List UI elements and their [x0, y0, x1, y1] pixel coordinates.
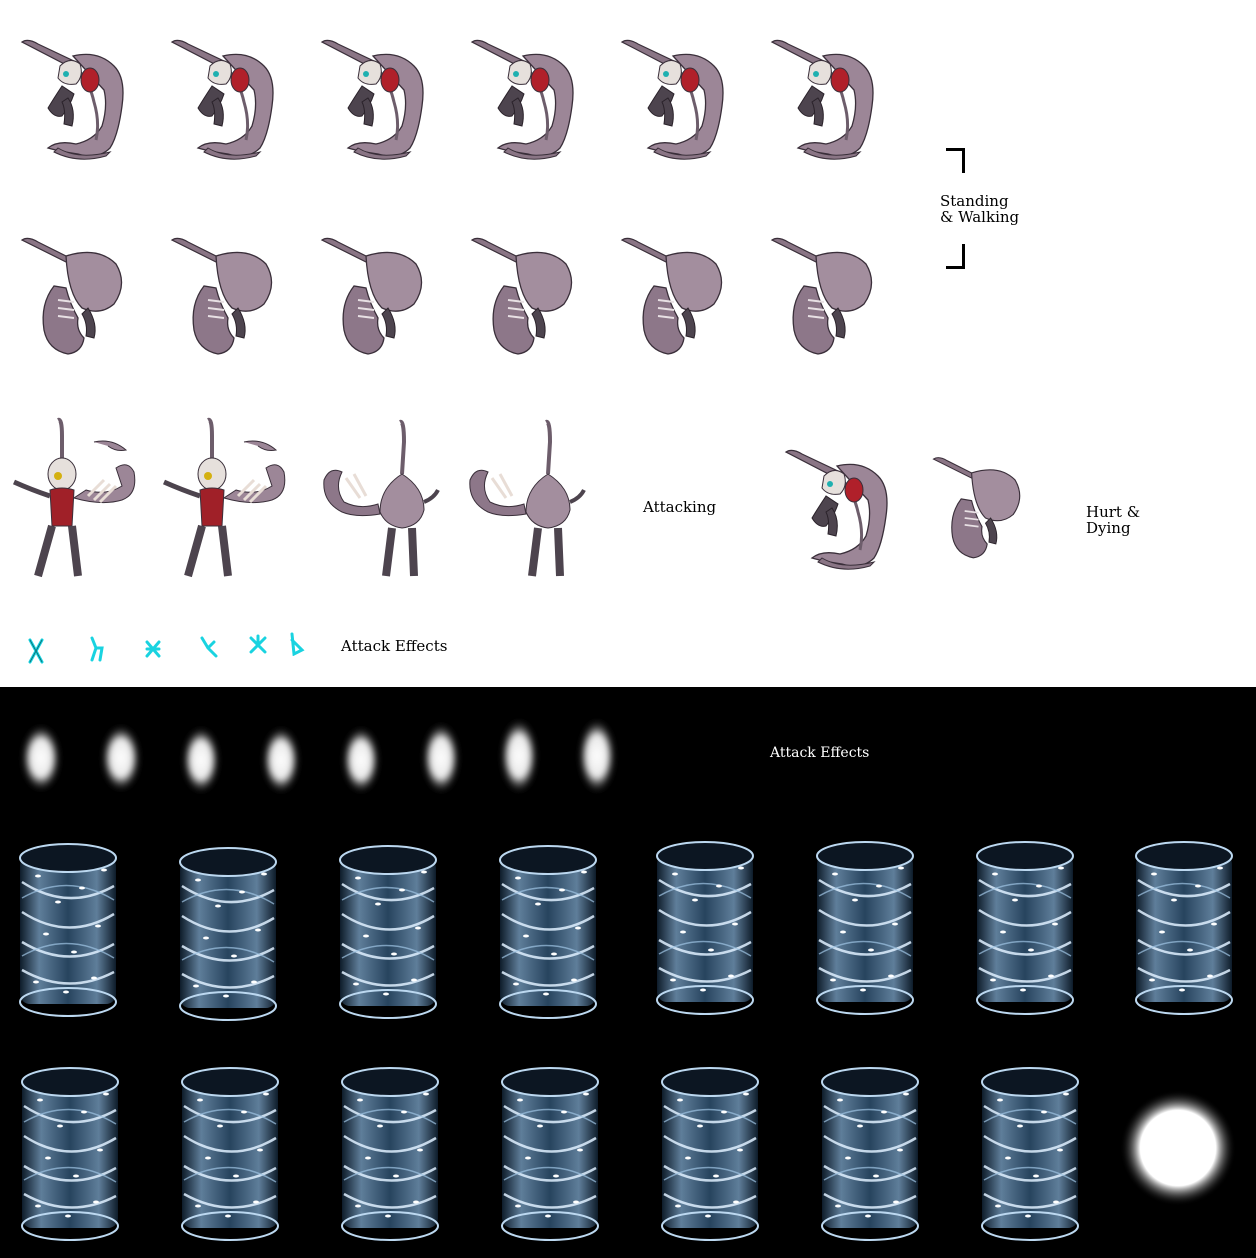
back-creature-sprite-frame-4: [468, 234, 588, 359]
cyan-rune-icon-4: [200, 636, 218, 658]
hurt-label-line-2: Dying: [1086, 519, 1131, 537]
front-creature-sprite-frame-4: [468, 36, 588, 161]
energy-vortex-icon-r1-8: [1134, 840, 1234, 1015]
back-creature-sprite-frame-6: [768, 234, 888, 359]
energy-vortex-icon-r2-4: [500, 1066, 600, 1241]
energy-vortex-icon-r1-6: [815, 840, 915, 1015]
hurt-creature-sprite-frame-2: [930, 444, 1034, 572]
energy-vortex-icon-r2-2: [180, 1066, 280, 1241]
energy-vortex-icon-r1-2: [178, 846, 278, 1021]
cyan-rune-icon-5: [249, 634, 267, 654]
back-creature-sprite-frame-5: [618, 234, 738, 359]
glow-orb-icon: [1120, 1090, 1236, 1206]
front-creature-sprite-frame-3: [318, 36, 438, 161]
front-creature-sprite-frame-6: [768, 36, 888, 161]
energy-vortex-icon-r1-7: [975, 840, 1075, 1015]
attacking-creature-sprite-frame-1: [12, 416, 142, 581]
standing-walking-label: Standing & Walking: [940, 193, 1019, 225]
attack-effects-label-top: Attack Effects: [341, 637, 448, 655]
front-creature-sprite-frame-5: [618, 36, 738, 161]
energy-vortex-icon-r1-3: [338, 844, 438, 1019]
energy-vortex-icon-r2-7: [980, 1066, 1080, 1241]
energy-vortex-icon-r2-5: [660, 1066, 760, 1241]
energy-vortex-icon-r1-1: [18, 842, 118, 1017]
energy-vortex-icon-r2-6: [820, 1066, 920, 1241]
smoke-puff-icon-7: [500, 718, 538, 794]
front-creature-sprite-frame-2: [168, 36, 288, 161]
attacking-creature-sprite-frame-3: [316, 418, 446, 583]
front-creature-sprite-frame-1: [18, 36, 138, 161]
cyan-rune-icon-2: [90, 636, 104, 662]
hurt-creature-sprite-frame-1: [782, 446, 902, 571]
energy-vortex-icon-r2-3: [340, 1066, 440, 1241]
smoke-puff-icon-8: [578, 718, 616, 794]
smoke-puff-icon-2: [101, 724, 141, 792]
back-creature-sprite-frame-2: [168, 234, 288, 359]
smoke-puff-icon-1: [21, 724, 61, 792]
back-creature-sprite-frame-3: [318, 234, 438, 359]
smoke-puff-icon-6: [422, 722, 460, 794]
standing-label-line-1: Standing: [940, 192, 1009, 210]
attacking-label: Attacking: [643, 498, 717, 516]
bracket-bottom: [946, 244, 965, 269]
back-creature-sprite-frame-1: [18, 234, 138, 359]
smoke-puff-icon-5: [342, 726, 380, 794]
smoke-puff-icon-3: [182, 726, 220, 794]
bracket-top: [946, 148, 965, 173]
attacking-creature-sprite-frame-4: [462, 418, 592, 583]
energy-vortex-icon-r1-5: [655, 840, 755, 1015]
cyan-rune-icon-1: [26, 636, 46, 666]
cyan-rune-icon-6: [290, 632, 305, 656]
energy-vortex-icon-r2-1: [20, 1066, 120, 1241]
energy-vortex-icon-r1-4: [498, 844, 598, 1019]
standing-label-line-2: & Walking: [940, 208, 1020, 226]
smoke-puff-icon-4: [262, 726, 300, 794]
hurt-dying-label: Hurt & Dying: [1086, 504, 1140, 536]
cyan-rune-icon-3: [145, 640, 161, 658]
attacking-creature-sprite-frame-2: [162, 416, 292, 581]
hurt-label-line-1: Hurt &: [1086, 503, 1141, 521]
attack-effects-label-bottom: Attack Effects: [770, 745, 870, 761]
